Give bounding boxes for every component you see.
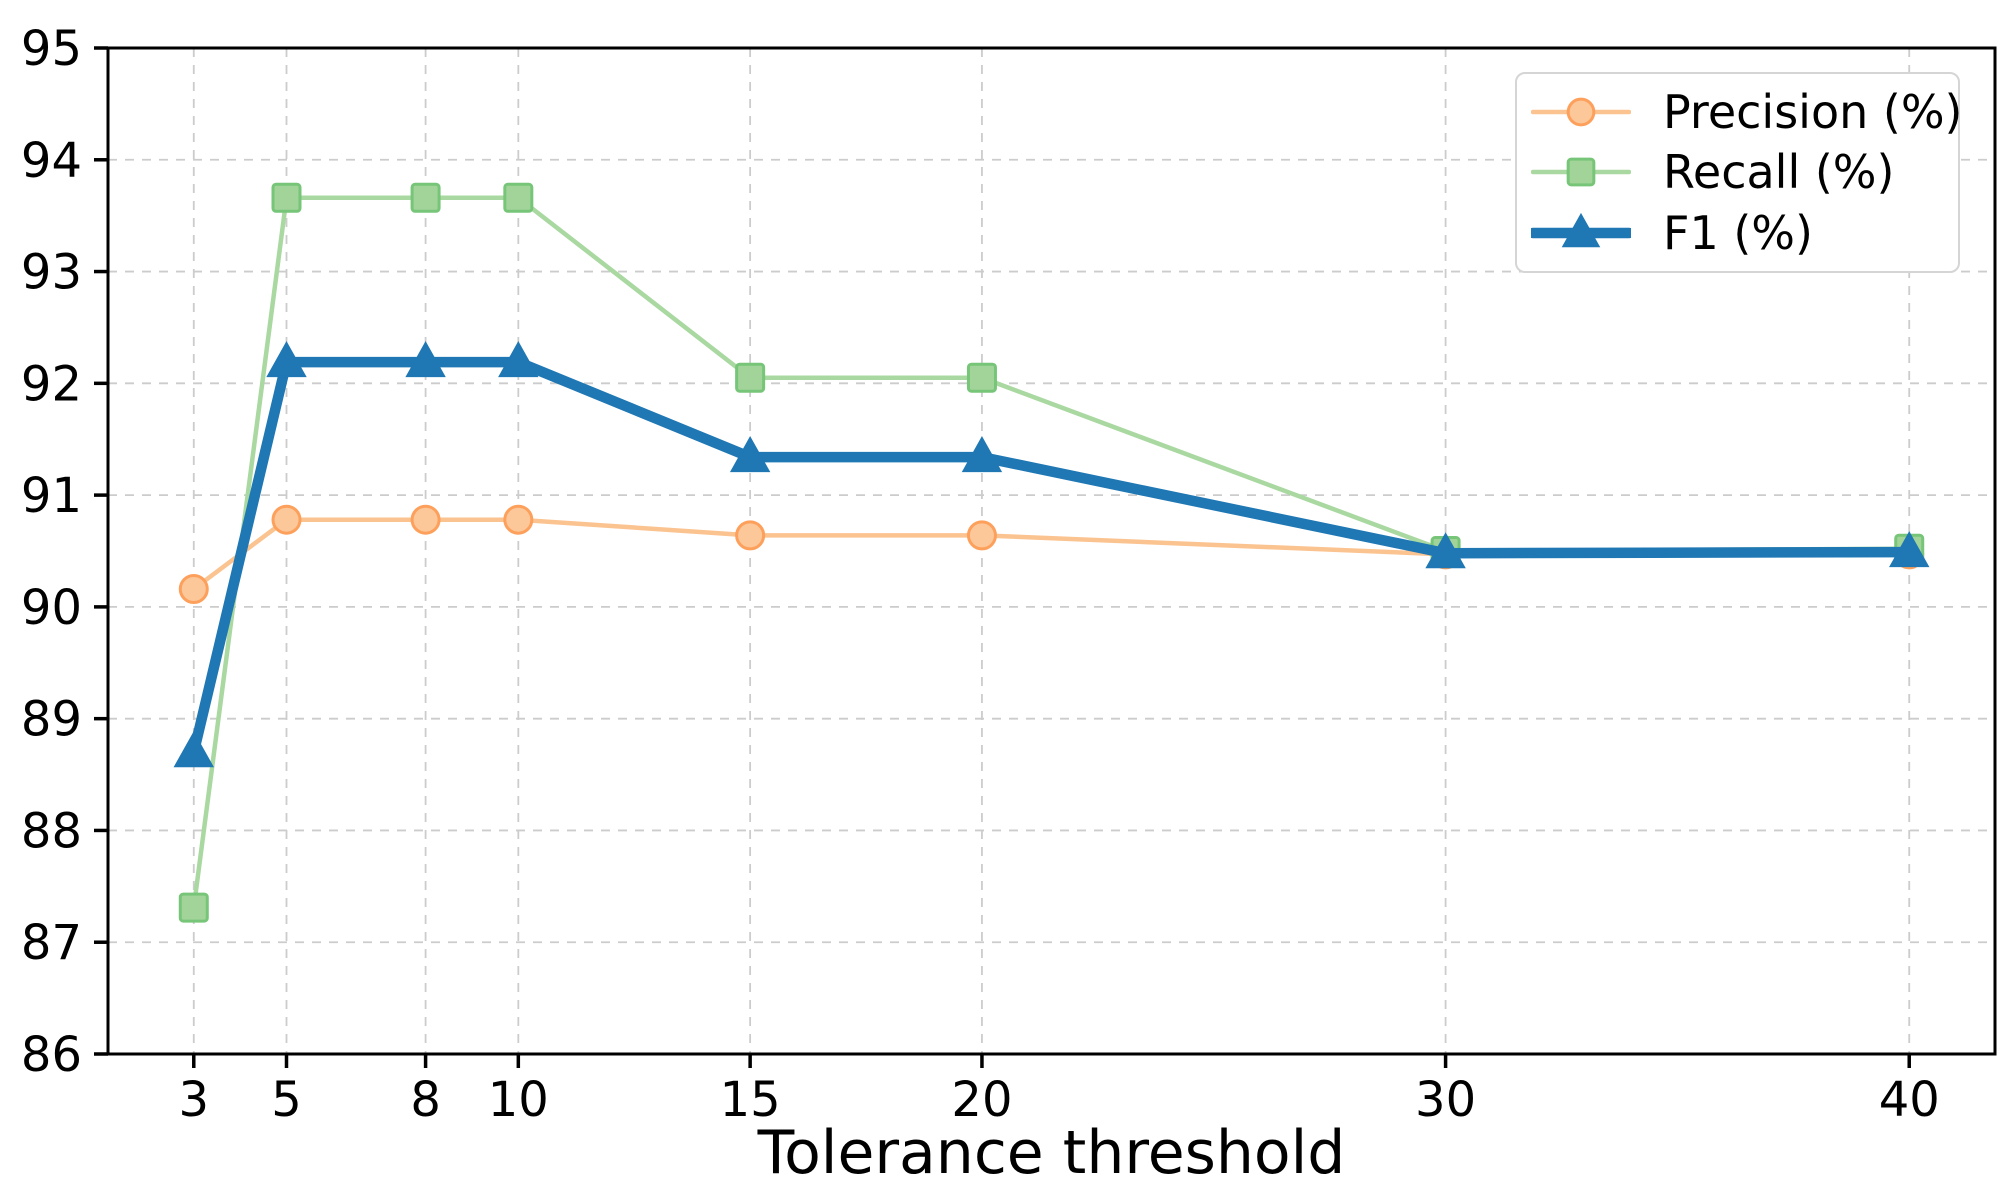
x-tick-label: 8 [410,1072,441,1128]
axis-ticks [94,46,1911,1068]
f1-line-marker-sample [1531,212,1631,248]
x-tick-label: 5 [271,1072,302,1128]
series-f1- [173,341,1930,768]
x-tick-label: 30 [1415,1072,1476,1128]
y-tick-label: 86 [21,1027,82,1083]
y-tick-label: 89 [21,692,82,748]
y-tick-label: 94 [21,133,82,189]
plot-spines [106,46,1997,1056]
legend-item-precision: Precision (%) [1531,85,1962,139]
x-tick-label: 3 [178,1072,209,1128]
x-tick-label: 15 [720,1072,781,1128]
legend: Precision (%) Recall (%) F1 (%) [1515,72,1962,273]
legend-label-recall: Recall (%) [1663,145,1895,200]
legend-item-recall: Recall (%) [1531,145,1936,199]
y-tick-label: 95 [21,21,82,77]
recall-line-marker-sample [1531,158,1631,187]
y-tick-label: 92 [21,356,82,412]
x-axis-label: Tolerance threshold [757,1118,1346,1188]
precision-line-marker-sample [1531,97,1631,127]
axis-tick-labels: 86 87 88 89 90 91 92 93 94 95 3 5 8 10 15 20 30 40 [21,21,1940,1128]
legend-label-f1: F1 (%) [1663,205,1813,260]
y-tick-label: 90 [21,580,82,636]
x-tick-label: 40 [1879,1072,1940,1128]
y-tick-label: 87 [21,915,82,971]
y-tick-label: 93 [21,245,82,301]
y-tick-label: 88 [21,803,82,859]
x-tick-label: 20 [951,1072,1012,1128]
series-precision- [178,504,1925,605]
legend-label-precision: Precision (%) [1663,85,1963,140]
x-tick-label: 10 [488,1072,549,1128]
y-tick-label: 91 [21,468,82,524]
legend-item-f1: F1 (%) [1531,206,1936,260]
